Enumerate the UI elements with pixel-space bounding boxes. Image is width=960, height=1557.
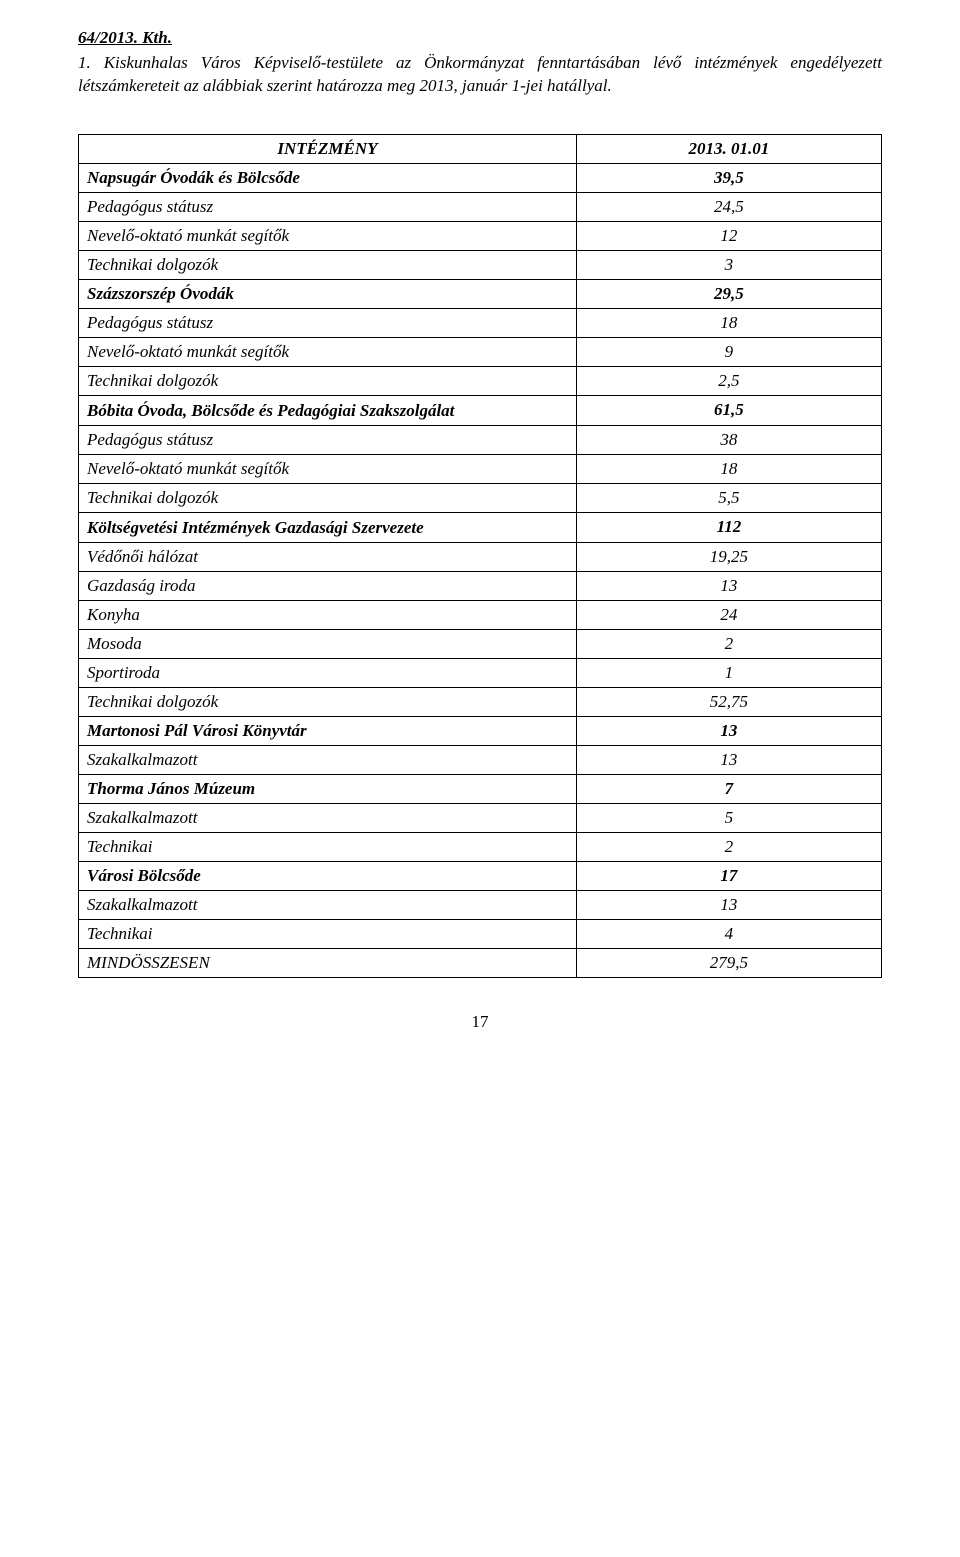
table-cell-value: 9 [576,337,881,366]
table-cell-label: Szakalkalmazott [79,804,577,833]
table-row: Bóbita Óvoda, Bölcsőde és Pedagógiai Sza… [79,395,882,425]
table-row: Százszorszép Óvodák29,5 [79,279,882,308]
table-cell-value: 13 [576,717,881,746]
table-cell-label: Mosoda [79,630,577,659]
table-cell-label: Százszorszép Óvodák [79,279,577,308]
table-cell-label: Pedagógus státusz [79,308,577,337]
staffing-table: INTÉZMÉNY 2013. 01.01 Napsugár Óvodák és… [78,134,882,979]
table-cell-label: Martonosi Pál Városi Könyvtár [79,717,577,746]
table-row: Technikai4 [79,920,882,949]
table-cell-value: 18 [576,308,881,337]
table-cell-value: 52,75 [576,688,881,717]
table-row: Mosoda2 [79,630,882,659]
table-cell-value: 61,5 [576,395,881,425]
table-cell-label: MINDÖSSZESEN [79,949,577,978]
table-cell-value: 13 [576,572,881,601]
table-header-row: INTÉZMÉNY 2013. 01.01 [79,134,882,163]
table-row: Technikai dolgozók2,5 [79,366,882,395]
table-cell-label: Technikai [79,920,577,949]
table-cell-value: 13 [576,891,881,920]
table-row: Pedagógus státusz38 [79,426,882,455]
table-row: Thorma János Múzeum7 [79,775,882,804]
table-row: Nevelő-oktató munkát segítők12 [79,221,882,250]
document-page: 64/2013. Kth. 1. Kiskunhalas Város Képvi… [0,0,960,1072]
table-cell-value: 38 [576,426,881,455]
table-cell-label: Nevelő-oktató munkát segítők [79,337,577,366]
table-cell-label: Technikai dolgozók [79,688,577,717]
table-cell-value: 19,25 [576,543,881,572]
table-row: Martonosi Pál Városi Könyvtár13 [79,717,882,746]
table-row: Napsugár Óvodák és Bölcsőde39,5 [79,163,882,192]
table-row: Nevelő-oktató munkát segítők9 [79,337,882,366]
table-cell-label: Technikai dolgozók [79,250,577,279]
table-row: Szakalkalmazott13 [79,746,882,775]
table-cell-label: Védőnői hálózat [79,543,577,572]
table-row: Gazdaság iroda13 [79,572,882,601]
table-cell-label: Napsugár Óvodák és Bölcsőde [79,163,577,192]
table-row: MINDÖSSZESEN279,5 [79,949,882,978]
table-cell-value: 24,5 [576,192,881,221]
table-cell-label: Pedagógus státusz [79,426,577,455]
table-body: INTÉZMÉNY 2013. 01.01 Napsugár Óvodák és… [79,134,882,978]
table-row: Sportiroda1 [79,659,882,688]
table-row: Konyha24 [79,601,882,630]
heading: 64/2013. Kth. [78,28,882,48]
table-cell-label: Technikai dolgozók [79,484,577,513]
table-row: Pedagógus státusz18 [79,308,882,337]
table-cell-value: 7 [576,775,881,804]
table-row: Szakalkalmazott13 [79,891,882,920]
table-cell-label: Költségvetési Intézmények Gazdasági Szer… [79,513,577,543]
table-cell-label: Gazdaság iroda [79,572,577,601]
table-cell-value: 18 [576,455,881,484]
intro-paragraph: 1. Kiskunhalas Város Képviselő-testülete… [78,52,882,98]
table-cell-value: 2 [576,630,881,659]
table-cell-label: Technikai [79,833,577,862]
table-cell-value: 279,5 [576,949,881,978]
table-cell-value: 24 [576,601,881,630]
table-cell-label: Nevelő-oktató munkát segítők [79,455,577,484]
page-number: 17 [78,1012,882,1032]
table-row: Technikai dolgozók3 [79,250,882,279]
table-cell-label: Pedagógus státusz [79,192,577,221]
table-row: Nevelő-oktató munkát segítők18 [79,455,882,484]
table-cell-label: Bóbita Óvoda, Bölcsőde és Pedagógiai Sza… [79,395,577,425]
table-cell-label: Városi Bölcsőde [79,862,577,891]
table-cell-value: 2,5 [576,366,881,395]
table-cell-value: 112 [576,513,881,543]
table-cell-value: 5,5 [576,484,881,513]
table-cell-value: 4 [576,920,881,949]
table-row: Technikai2 [79,833,882,862]
table-cell-label: Szakalkalmazott [79,746,577,775]
table-header-value: 2013. 01.01 [576,134,881,163]
heading-ref: 64/2013. Kth. [78,28,172,47]
table-header-label: INTÉZMÉNY [79,134,577,163]
table-cell-value: 13 [576,746,881,775]
table-row: Pedagógus státusz24,5 [79,192,882,221]
table-cell-value: 39,5 [576,163,881,192]
table-cell-value: 29,5 [576,279,881,308]
table-cell-value: 1 [576,659,881,688]
table-cell-value: 3 [576,250,881,279]
table-cell-value: 5 [576,804,881,833]
table-cell-label: Sportiroda [79,659,577,688]
table-cell-label: Szakalkalmazott [79,891,577,920]
table-cell-label: Thorma János Múzeum [79,775,577,804]
table-row: Védőnői hálózat19,25 [79,543,882,572]
table-row: Költségvetési Intézmények Gazdasági Szer… [79,513,882,543]
table-row: Technikai dolgozók5,5 [79,484,882,513]
table-cell-value: 17 [576,862,881,891]
table-row: Szakalkalmazott5 [79,804,882,833]
table-cell-value: 2 [576,833,881,862]
table-cell-value: 12 [576,221,881,250]
table-cell-label: Konyha [79,601,577,630]
table-cell-label: Nevelő-oktató munkát segítők [79,221,577,250]
table-cell-label: Technikai dolgozók [79,366,577,395]
table-row: Városi Bölcsőde17 [79,862,882,891]
table-row: Technikai dolgozók52,75 [79,688,882,717]
